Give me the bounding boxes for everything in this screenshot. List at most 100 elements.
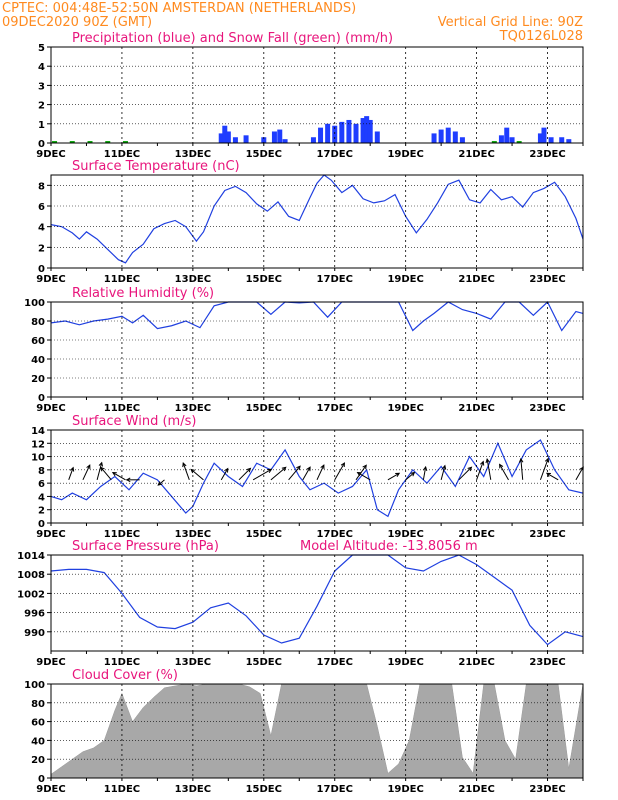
temperature-xtick-label: 9DEC xyxy=(36,274,65,285)
wind-arrow-head xyxy=(499,463,504,469)
snow-bar xyxy=(516,141,522,143)
wind-arrow-head xyxy=(395,472,401,477)
precip-bar xyxy=(353,123,359,143)
pressure-xtick-label: 19DEC xyxy=(387,657,423,668)
temperature-ytick-label: 0 xyxy=(38,264,45,275)
wind-xtick-label: 21DEC xyxy=(458,529,494,540)
wind-arrow-head xyxy=(267,468,273,473)
wind-arrow-head xyxy=(410,471,416,477)
precip-bar xyxy=(339,121,345,143)
wind-arrow-head xyxy=(479,460,485,466)
wind-arrow-head xyxy=(190,468,196,474)
wind-xtick-label: 19DEC xyxy=(387,529,423,540)
wind-arrow xyxy=(82,464,91,481)
precip-bar xyxy=(431,133,437,143)
wind-arrow xyxy=(440,465,446,480)
snow-bar xyxy=(69,141,75,143)
humidity-title: Relative Humidity (%) xyxy=(72,286,214,301)
pressure-xtick-label: 21DEC xyxy=(458,657,494,668)
wind-ytick-label: 10 xyxy=(31,453,45,464)
precip-bar xyxy=(559,137,565,143)
precip-bar xyxy=(367,119,373,143)
wind-arrow-head xyxy=(544,457,550,463)
wind-arrow xyxy=(157,479,165,486)
wind-xtick-label: 13DEC xyxy=(175,529,211,540)
wind-arrow-head xyxy=(545,472,551,477)
cloud-frame xyxy=(50,683,584,779)
cloud-xtick-label: 19DEC xyxy=(387,784,423,795)
precip-panel: 0 1 2 3 4 5 9DEC 11DEC 13DEC 15DEC 17DEC 19DEC 21DEC… xyxy=(36,31,584,160)
header: CPTEC: 004:48E-52:50N AMSTERDAN (NETHERL… xyxy=(2,1,583,44)
precip-bar xyxy=(459,137,465,143)
wind-plot-area xyxy=(51,430,583,523)
precip-bar xyxy=(282,139,288,143)
cloud-xtick-label: 15DEC xyxy=(246,784,282,795)
wind-arrow-head xyxy=(485,458,490,464)
humidity-xtick-label: 17DEC xyxy=(317,403,353,414)
snow-bar xyxy=(491,141,497,143)
wind-arrow xyxy=(100,467,112,481)
temperature-xtick-label: 23DEC xyxy=(529,274,565,285)
model-id: TQ0126L028 xyxy=(499,29,583,44)
wind-ytick-label: 8 xyxy=(38,466,45,477)
precip-bar xyxy=(310,137,316,143)
humidity-xtick-label: 13DEC xyxy=(175,403,211,414)
temperature-ytick-label: 2 xyxy=(38,243,45,254)
humidity-xtick-label: 19DEC xyxy=(387,403,423,414)
precip-bar xyxy=(232,137,238,143)
wind-arrow xyxy=(476,461,484,480)
wind-arrow xyxy=(575,466,584,481)
vertical-grid-note: Vertical Grid Line: 90Z xyxy=(438,15,583,30)
pressure-xtick-label: 17DEC xyxy=(317,657,353,668)
pressure-frame xyxy=(50,554,584,652)
pressure-ytick-label: 996 xyxy=(24,609,45,620)
pressure-panel: 990 996 1002 1008 1014 9DEC 11DEC 13DEC 15DEC 17D… xyxy=(17,539,584,668)
humidity-ytick-label: 100 xyxy=(24,298,45,309)
wind-arrow-head xyxy=(98,461,104,467)
precip-bar xyxy=(222,125,228,143)
wind-arrow-head xyxy=(320,464,325,470)
wind-arrow-head xyxy=(356,471,362,477)
cloud-title: Cloud Cover (%) xyxy=(72,668,178,683)
temperature-panel: 0 2 4 6 8 9DEC 11DEC 13DEC 15DEC 17DEC 19DEC 21DEC 2… xyxy=(36,159,584,285)
precip-bar xyxy=(452,131,458,143)
wind-arrow xyxy=(387,472,400,481)
temperature-ytick-label: 4 xyxy=(38,223,45,234)
snow-bar xyxy=(105,141,111,143)
precip-ytick-label: 0 xyxy=(38,139,45,150)
wind-arrow xyxy=(96,462,103,480)
wind-arrow xyxy=(238,468,251,481)
pressure-xtick-label: 13DEC xyxy=(175,657,211,668)
location-header: CPTEC: 004:48E-52:50N AMSTERDAN (NETHERL… xyxy=(2,1,356,16)
wind-xtick-label: 11DEC xyxy=(104,529,140,540)
wind-ytick-label: 2 xyxy=(38,506,45,517)
cloud-panel: 0 20 40 60 80 100 9DEC 11DEC 13DEC 15DEC 17DEC 19DE… xyxy=(24,668,584,795)
cloud-ytick-label: 0 xyxy=(38,774,45,785)
run-date-header: 09DEC2020 90Z (GMT) xyxy=(2,15,152,30)
humidity-xtick-label: 9DEC xyxy=(36,403,65,414)
wind-arrow xyxy=(499,464,509,481)
precip-bar xyxy=(225,131,231,143)
temperature-series-line xyxy=(50,174,584,264)
wind-arrow-head xyxy=(467,466,473,472)
wind-arrow-head xyxy=(296,465,301,471)
wind-arrow xyxy=(112,472,126,481)
temperature-xtick-label: 13DEC xyxy=(175,274,211,285)
wind-ytick-label: 6 xyxy=(38,479,45,490)
precip-bar xyxy=(318,127,324,143)
humidity-xtick-label: 21DEC xyxy=(458,403,494,414)
temperature-xtick-label: 21DEC xyxy=(458,274,494,285)
humidity-xtick-label: 11DEC xyxy=(104,403,140,414)
wind-arrow xyxy=(220,468,229,481)
wind-xtick-label: 9DEC xyxy=(36,529,65,540)
precip-ytick-label: 4 xyxy=(38,62,45,73)
precip-ytick-label: 1 xyxy=(38,120,45,131)
wind-arrow xyxy=(458,466,472,481)
wind-arrow-head xyxy=(182,462,187,468)
precip-bar xyxy=(332,125,338,143)
precip-bar xyxy=(277,129,283,143)
humidity-series-line xyxy=(50,301,584,332)
precip-bar xyxy=(504,127,510,143)
